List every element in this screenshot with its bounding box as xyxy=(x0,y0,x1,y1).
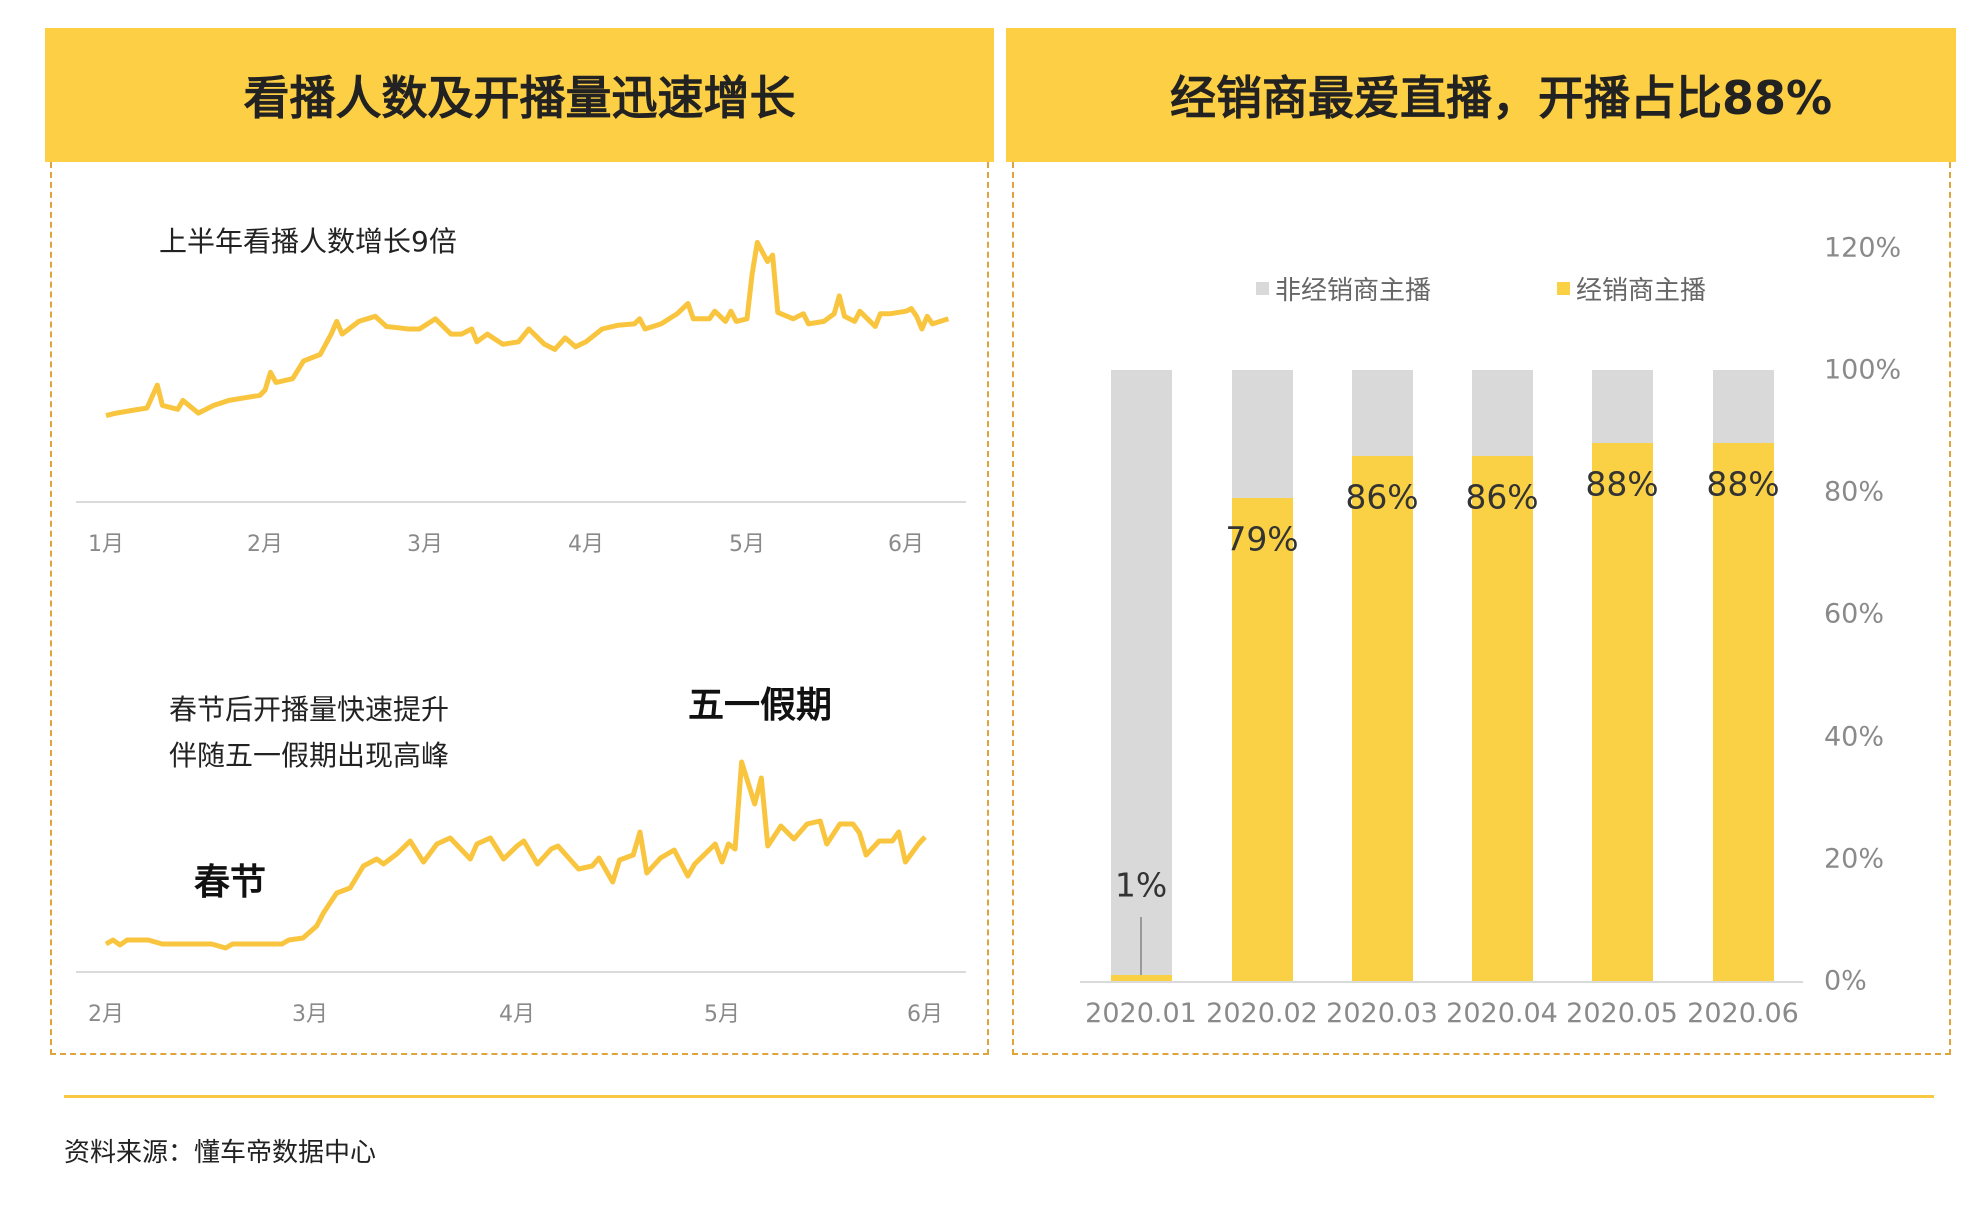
bar-data-label: 88% xyxy=(1585,464,1659,504)
bar-chart-x-axis xyxy=(1080,981,1803,983)
bottom-chart-series-line xyxy=(104,759,927,951)
bar-data-label: 79% xyxy=(1225,519,1299,559)
legend-swatch-dealer xyxy=(1557,282,1570,295)
bar-dealer xyxy=(1591,443,1653,981)
bottom-chart-x-tick-label: 4月 xyxy=(499,1002,535,1027)
source-note: 资料来源：懂车帝数据中心 xyxy=(64,1138,377,1168)
top-chart-x-tick-label: 5月 xyxy=(729,532,765,557)
bar-chart-y-tick-label: 0% xyxy=(1824,965,1867,997)
footer-divider xyxy=(64,1095,1934,1098)
bar-dealer xyxy=(1351,455,1413,981)
bar-non-dealer xyxy=(1351,370,1413,456)
bar-data-label: 86% xyxy=(1465,477,1539,517)
bar-dealer xyxy=(1471,455,1533,981)
bar-non-dealer xyxy=(1471,370,1533,456)
top-chart-x-tick-label: 3月 xyxy=(407,532,443,557)
bottom-chart-x-tick-label: 3月 xyxy=(292,1002,328,1027)
legend-label-non-dealer: 非经销商主播 xyxy=(1275,276,1432,306)
top-chart-series-line xyxy=(105,239,950,419)
bottom-chart-x-tick-label: 5月 xyxy=(704,1002,740,1027)
bar-chart-x-tick-label: 2020.06 xyxy=(1687,998,1799,1029)
bar-dealer xyxy=(1110,974,1172,981)
bar-non-dealer xyxy=(1712,370,1774,444)
top-chart-x-tick-label: 6月 xyxy=(888,532,924,557)
bottom-chart-x-tick-label: 2月 xyxy=(88,1002,124,1027)
bar-chart-y-tick-label: 80% xyxy=(1824,476,1885,508)
top-chart-x-tick-label: 1月 xyxy=(88,532,124,557)
bar-chart-y-tick-label: 40% xyxy=(1824,721,1885,753)
bar-dealer xyxy=(1712,443,1774,981)
left-title: 看播人数及开播量迅速增长 xyxy=(243,71,796,125)
bar-chart-x-tick-label: 2020.04 xyxy=(1446,998,1558,1029)
bar-chart-x-tick-label: 2020.02 xyxy=(1206,998,1318,1029)
right-header: 经销商最爱直播，开播占比88% xyxy=(1006,28,1956,162)
top-chart-x-axis xyxy=(76,501,966,503)
bar-chart-y-tick-label: 60% xyxy=(1824,598,1885,630)
bar-non-dealer xyxy=(1591,370,1653,444)
bar-chart-x-tick-label: 2020.05 xyxy=(1566,998,1678,1029)
bar-chart-y-tick-label: 20% xyxy=(1824,843,1885,875)
bottom-chart-note-1: 春节后开播量快速提升 xyxy=(169,693,450,726)
left-panel-border xyxy=(50,162,989,1055)
top-chart-x-tick-label: 4月 xyxy=(568,532,604,557)
top-chart-note: 上半年看播人数增长9倍 xyxy=(159,225,457,258)
left-header: 看播人数及开播量迅速增长 xyxy=(45,28,994,162)
bar-chart-x-tick-label: 2020.03 xyxy=(1326,998,1438,1029)
legend-non-dealer: 非经销商主播 xyxy=(1256,270,1431,307)
bottom-chart-x-axis xyxy=(76,971,966,973)
bottom-chart-note-2: 伴随五一假期出现高峰 xyxy=(169,739,450,772)
bar-data-label: 88% xyxy=(1706,464,1780,504)
bar-non-dealer xyxy=(1231,370,1293,499)
bar-data-label: 1% xyxy=(1114,865,1168,905)
right-panel-border xyxy=(1012,162,1951,1055)
bottom-chart-x-tick-label: 6月 xyxy=(907,1002,943,1027)
bar-chart-y-tick-label: 100% xyxy=(1824,354,1902,386)
legend-dealer: 经销商主播 xyxy=(1557,270,1706,307)
bar-chart-y-tick-label: 120% xyxy=(1824,232,1902,264)
data-label-leader-line xyxy=(1140,917,1142,975)
bar-chart-x-tick-label: 2020.01 xyxy=(1085,998,1197,1029)
top-chart-x-tick-label: 2月 xyxy=(247,532,283,557)
right-title: 经销商最爱直播，开播占比88% xyxy=(1169,71,1833,125)
annotation-spring-festival: 春节 xyxy=(194,862,267,903)
bar-dealer xyxy=(1231,498,1293,981)
bar-data-label: 86% xyxy=(1345,477,1419,517)
legend-swatch-non-dealer xyxy=(1256,282,1269,295)
annotation-mayday: 五一假期 xyxy=(688,685,833,726)
bar-non-dealer xyxy=(1110,370,1172,975)
legend-label-dealer: 经销商主播 xyxy=(1576,276,1707,306)
